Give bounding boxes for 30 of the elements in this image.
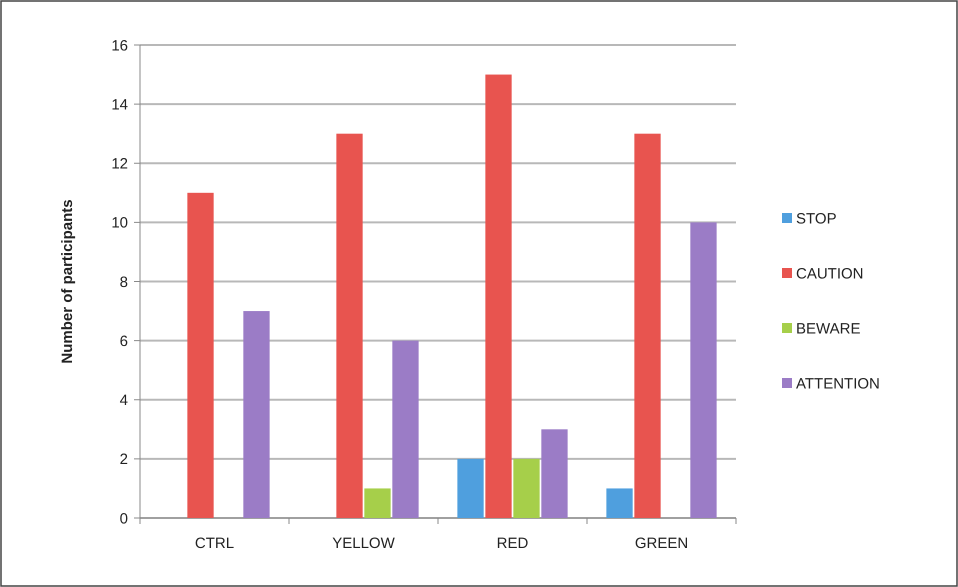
bar (364, 488, 391, 518)
legend-label: BEWARE (796, 320, 860, 338)
legend-label: CAUTION (796, 265, 864, 282)
bar (690, 222, 717, 518)
legend-label: STOP (796, 210, 837, 228)
y-tick-label: 8 (120, 274, 128, 291)
y-tick-label: 14 (111, 96, 128, 114)
bar (336, 134, 363, 518)
y-tick-label: 4 (120, 392, 128, 409)
x-tick-label: CTRL (194, 535, 234, 552)
y-tick-label: 10 (111, 214, 128, 232)
bar (541, 429, 568, 518)
bar (485, 74, 512, 518)
legend-label: ATTENTION (796, 375, 880, 392)
bar (392, 340, 419, 518)
bar (187, 192, 214, 518)
bar (634, 134, 661, 518)
bar (243, 311, 270, 518)
y-tick-label: 6 (120, 332, 128, 350)
x-tick-label: RED (496, 535, 528, 552)
y-tick-label: 16 (111, 37, 128, 54)
y-tick-label: 12 (111, 156, 128, 172)
bar (457, 458, 484, 518)
y-tick-label: 2 (120, 451, 128, 468)
y-tick-label: 0 (120, 510, 128, 528)
x-tick-label: YELLOW (332, 535, 396, 552)
bar (513, 458, 540, 518)
x-tick-label: GREEN (634, 535, 688, 552)
bar (606, 488, 633, 518)
y-axis-title: Number of participants (59, 199, 76, 364)
